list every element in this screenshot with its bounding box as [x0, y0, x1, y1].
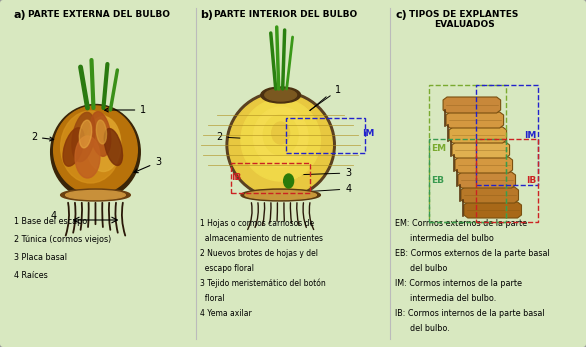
Ellipse shape	[60, 189, 130, 201]
Bar	[429, 139, 506, 222]
Ellipse shape	[75, 136, 100, 178]
PathPatch shape	[455, 157, 513, 173]
Text: del bulbo.: del bulbo.	[396, 324, 450, 333]
Text: 1: 1	[304, 85, 342, 115]
Text: 2: 2	[30, 132, 54, 142]
Bar	[476, 85, 539, 185]
Ellipse shape	[79, 120, 92, 148]
Text: EB: EB	[431, 176, 444, 185]
Text: 3: 3	[295, 168, 352, 178]
Ellipse shape	[263, 115, 298, 155]
Ellipse shape	[265, 89, 297, 101]
Ellipse shape	[96, 120, 107, 144]
Ellipse shape	[63, 128, 84, 166]
Text: 2 Nuevos brotes de hojas y del: 2 Nuevos brotes de hojas y del	[200, 249, 318, 258]
PathPatch shape	[461, 187, 519, 203]
Bar	[231, 163, 311, 193]
Text: IB: IB	[526, 176, 536, 185]
PathPatch shape	[452, 142, 510, 158]
Text: 2 Túnica (cormos viejos): 2 Túnica (cormos viejos)	[14, 235, 111, 244]
Ellipse shape	[284, 174, 294, 188]
Ellipse shape	[60, 111, 120, 183]
Text: 1 Hojas o cormos carnosos de: 1 Hojas o cormos carnosos de	[200, 219, 315, 228]
Text: PARTE INTERIOR DEL BULBO: PARTE INTERIOR DEL BULBO	[214, 10, 357, 19]
Text: escapo floral: escapo floral	[200, 264, 254, 273]
Text: TIPOS DE EXPLANTES
EVALUADOS: TIPOS DE EXPLANTES EVALUADOS	[409, 10, 519, 29]
Text: 1: 1	[104, 105, 146, 115]
Text: EM: Cormos externos de la parte: EM: Cormos externos de la parte	[396, 219, 527, 228]
PathPatch shape	[449, 127, 506, 143]
Text: IB: IB	[231, 172, 241, 181]
Bar	[285, 118, 365, 153]
Ellipse shape	[50, 104, 140, 200]
Text: b): b)	[200, 10, 213, 20]
Text: almacenamiento de nutrientes: almacenamiento de nutrientes	[200, 234, 323, 243]
Ellipse shape	[241, 189, 321, 201]
PathPatch shape	[458, 172, 516, 188]
Text: 4: 4	[289, 184, 352, 194]
Text: 2: 2	[216, 132, 272, 142]
Ellipse shape	[229, 94, 332, 196]
Ellipse shape	[253, 107, 308, 167]
Text: EB: Cormos externos de la parte basal: EB: Cormos externos de la parte basal	[396, 249, 550, 258]
Text: intermedia del bulbo: intermedia del bulbo	[396, 234, 495, 243]
Bar	[429, 85, 506, 222]
Ellipse shape	[90, 112, 111, 156]
PathPatch shape	[446, 112, 503, 128]
Text: 4: 4	[50, 211, 57, 221]
PathPatch shape	[443, 97, 500, 113]
Text: del bulbo: del bulbo	[396, 264, 448, 273]
Ellipse shape	[66, 191, 125, 200]
Text: EM: EM	[431, 144, 447, 153]
Text: a): a)	[14, 10, 26, 20]
Text: IM: Cormos internos de la parte: IM: Cormos internos de la parte	[396, 279, 522, 288]
Ellipse shape	[54, 106, 137, 194]
Ellipse shape	[245, 191, 316, 200]
Ellipse shape	[104, 128, 122, 166]
Text: IB: Cormos internos de la parte basal: IB: Cormos internos de la parte basal	[396, 309, 545, 318]
Text: 3: 3	[134, 157, 161, 173]
PathPatch shape	[464, 202, 522, 218]
Bar	[476, 139, 539, 222]
Text: 1 Base del escapo: 1 Base del escapo	[14, 217, 87, 226]
Ellipse shape	[261, 87, 301, 103]
Text: PARTE EXTERNA DEL BULBO: PARTE EXTERNA DEL BULBO	[28, 10, 170, 19]
Text: c): c)	[396, 10, 407, 20]
Ellipse shape	[86, 117, 121, 171]
Text: 4 Raíces: 4 Raíces	[14, 271, 47, 280]
Text: floral: floral	[200, 294, 225, 303]
Text: IM: IM	[362, 128, 374, 137]
Ellipse shape	[72, 112, 95, 162]
Ellipse shape	[272, 122, 289, 144]
Text: 3 Tejido meristemático del botón: 3 Tejido meristemático del botón	[200, 279, 326, 288]
Text: 3 Placa basal: 3 Placa basal	[14, 253, 67, 262]
Ellipse shape	[241, 99, 321, 181]
Text: intermedia del bulbo.: intermedia del bulbo.	[396, 294, 497, 303]
Text: 4 Yema axilar: 4 Yema axilar	[200, 309, 252, 318]
Ellipse shape	[226, 91, 335, 199]
Text: IM: IM	[524, 130, 536, 139]
